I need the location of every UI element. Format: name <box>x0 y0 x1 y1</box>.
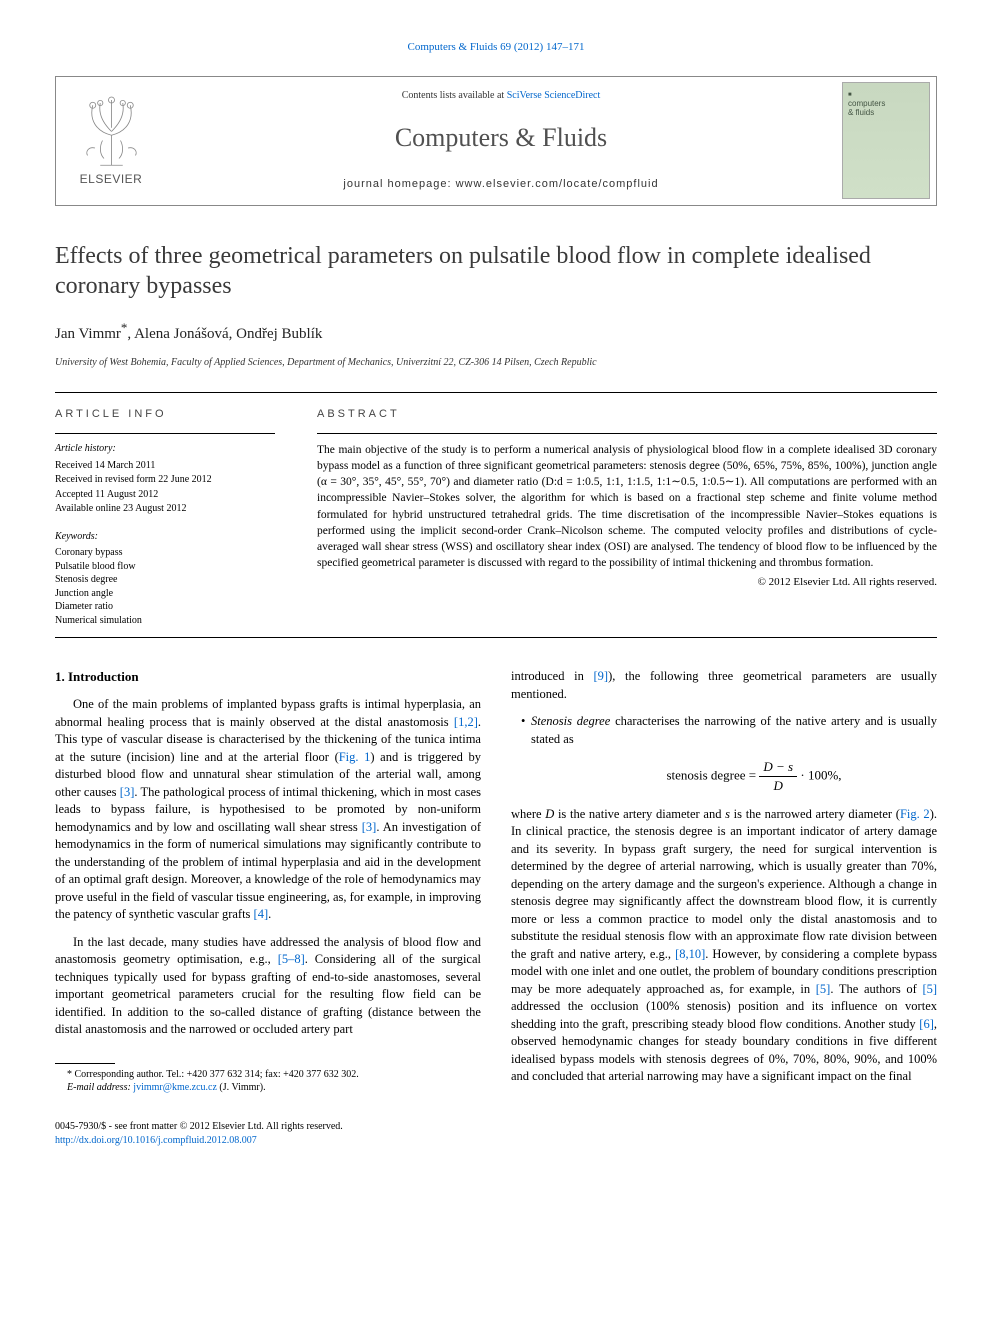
keyword-2: Pulsatile blood flow <box>55 560 275 574</box>
authors-line: Jan Vimmr*, Alena Jonášová, Ondřej Bublí… <box>55 319 937 346</box>
homepage-prefix: journal homepage: <box>343 178 455 190</box>
ref-4[interactable]: [4] <box>254 907 269 921</box>
intro-para-4: where D is the native artery diameter an… <box>511 806 937 1086</box>
intro-heading: 1. Introduction <box>55 668 481 686</box>
p4-f: . The authors of <box>830 982 922 996</box>
publisher-logo: ELSEVIER <box>56 77 166 205</box>
email-label: E-mail address: <box>67 1082 133 1093</box>
body-col-right: introduced in [9]), the following three … <box>511 668 937 1095</box>
elsevier-tree-icon <box>74 94 149 169</box>
p4-D: D <box>545 807 554 821</box>
history-revised: Received in revised form 22 June 2012 <box>55 473 275 487</box>
history-label: Article history: <box>55 442 275 457</box>
history-accepted: Accepted 11 August 2012 <box>55 488 275 502</box>
keyword-5: Diameter ratio <box>55 600 275 614</box>
formula-denominator: D <box>759 777 797 795</box>
bullet-dot: • <box>521 713 531 748</box>
homepage-url[interactable]: www.elsevier.com/locate/compfluid <box>456 178 659 190</box>
footnote-divider <box>55 1063 115 1064</box>
p4-a: where <box>511 807 545 821</box>
formula-numerator: D − s <box>759 758 797 777</box>
contents-lists-line: Contents lists available at SciVerse Sci… <box>166 89 836 104</box>
keyword-4: Junction angle <box>55 587 275 601</box>
formula-fraction: D − sD <box>759 758 797 795</box>
header-center: Contents lists available at SciVerse Sci… <box>166 89 836 192</box>
ref-5b[interactable]: [5] <box>922 982 937 996</box>
article-info-column: ARTICLE INFO Article history: Received 1… <box>55 407 275 627</box>
intro-para-3: introduced in [9]), the following three … <box>511 668 937 703</box>
article-title: Effects of three geometrical parameters … <box>55 241 937 301</box>
formula-suffix: · 100%, <box>797 768 841 783</box>
email-link[interactable]: jvimmr@kme.zcu.cz <box>133 1082 217 1093</box>
bullet-label: Stenosis degree <box>531 714 610 728</box>
stenosis-formula: stenosis degree = D − sD · 100%, <box>571 758 937 795</box>
p3-a: introduced in <box>511 669 594 683</box>
article-info-heading: ARTICLE INFO <box>55 407 275 423</box>
email-footnote: E-mail address: jvimmr@kme.zcu.cz (J. Vi… <box>55 1081 481 1095</box>
authors-rest: , Alena Jonášová, Ondřej Bublík <box>127 326 322 342</box>
keyword-6: Numerical simulation <box>55 614 275 628</box>
divider-top <box>55 392 937 393</box>
ref-9[interactable]: [9] <box>594 669 609 683</box>
abstract-divider <box>317 433 937 434</box>
p1-a: One of the main problems of implanted by… <box>55 697 481 729</box>
affiliation: University of West Bohemia, Faculty of A… <box>55 356 937 371</box>
ref-8-10[interactable]: [8,10] <box>675 947 705 961</box>
page-footer: 0045-7930/$ - see front matter © 2012 El… <box>55 1120 937 1149</box>
contents-prefix: Contents lists available at <box>402 90 507 101</box>
front-matter-line: 0045-7930/$ - see front matter © 2012 El… <box>55 1120 343 1135</box>
ref-5a[interactable]: [5] <box>816 982 831 996</box>
p1-f: . <box>268 907 271 921</box>
p4-b: is the native artery diameter and <box>554 807 725 821</box>
header-citation: Computers & Fluids 69 (2012) 147–171 <box>55 40 937 56</box>
publisher-name: ELSEVIER <box>80 171 143 188</box>
doi-link[interactable]: http://dx.doi.org/10.1016/j.compfluid.20… <box>55 1135 257 1146</box>
ref-3a[interactable]: [3] <box>120 785 135 799</box>
keyword-1: Coronary bypass <box>55 546 275 560</box>
fig2-link[interactable]: Fig. 2 <box>900 807 930 821</box>
email-suffix: (J. Vimmr). <box>217 1082 266 1093</box>
abstract-copyright: © 2012 Elsevier Ltd. All rights reserved… <box>317 575 937 591</box>
p4-d: ). In clinical practice, the stenosis de… <box>511 807 937 961</box>
cover-title-2: & fluids <box>848 109 924 118</box>
abstract-column: ABSTRACT The main objective of the study… <box>317 407 937 627</box>
history-received: Received 14 March 2011 <box>55 459 275 473</box>
bullet-text: Stenosis degree characterises the narrow… <box>531 713 937 748</box>
abstract-heading: ABSTRACT <box>317 407 937 423</box>
bullet-stenosis: • Stenosis degree characterises the narr… <box>521 713 937 748</box>
divider-bottom <box>55 637 937 638</box>
ref-5-8[interactable]: [5–8] <box>278 952 305 966</box>
intro-para-1: One of the main problems of implanted by… <box>55 696 481 924</box>
journal-cover-thumb: ■ computers & fluids <box>842 82 930 199</box>
ref-6[interactable]: [6] <box>919 1017 934 1031</box>
history-online: Available online 23 August 2012 <box>55 502 275 516</box>
p4-c: is the narrowed artery diameter ( <box>730 807 900 821</box>
author-1: Jan Vimmr <box>55 326 121 342</box>
corr-author-footnote: * Corresponding author. Tel.: +420 377 6… <box>55 1068 481 1082</box>
keywords-label: Keywords: <box>55 530 275 545</box>
ref-1-2[interactable]: [1,2] <box>454 715 478 729</box>
fig1-link[interactable]: Fig. 1 <box>339 750 371 764</box>
footer-left: 0045-7930/$ - see front matter © 2012 El… <box>55 1120 343 1149</box>
journal-homepage: journal homepage: www.elsevier.com/locat… <box>166 177 836 193</box>
ref-3b[interactable]: [3] <box>362 820 377 834</box>
info-divider <box>55 433 275 434</box>
journal-name: Computers & Fluids <box>166 119 836 157</box>
keyword-3: Stenosis degree <box>55 573 275 587</box>
intro-para-2: In the last decade, many studies have ad… <box>55 934 481 1039</box>
sciencedirect-link[interactable]: SciVerse ScienceDirect <box>507 90 601 101</box>
journal-header-box: ELSEVIER Contents lists available at Sci… <box>55 76 937 206</box>
abstract-text: The main objective of the study is to pe… <box>317 442 937 571</box>
formula-lhs: stenosis degree = <box>666 768 759 783</box>
body-col-left: 1. Introduction One of the main problems… <box>55 668 481 1095</box>
body-two-column: 1. Introduction One of the main problems… <box>55 668 937 1095</box>
p4-g: addressed the occlusion (100% stenosis) … <box>511 999 937 1031</box>
